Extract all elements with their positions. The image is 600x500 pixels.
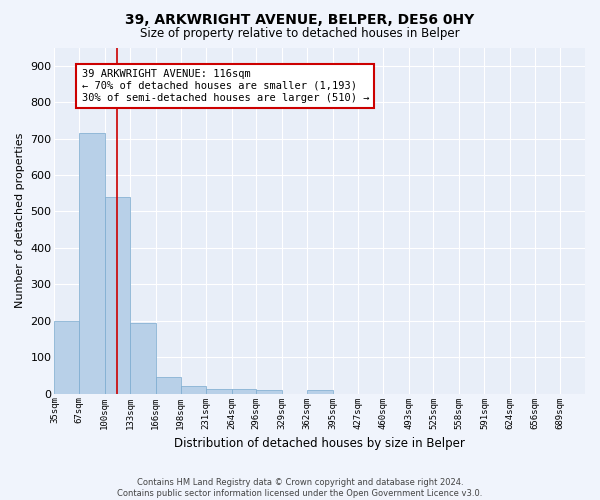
Text: 39 ARKWRIGHT AVENUE: 116sqm
← 70% of detached houses are smaller (1,193)
30% of : 39 ARKWRIGHT AVENUE: 116sqm ← 70% of det… (82, 70, 369, 102)
Bar (55, 321, 79, 394)
Bar (206, 388, 232, 394)
Bar (232, 389, 256, 394)
X-axis label: Distribution of detached houses by size in Belper: Distribution of detached houses by size … (174, 437, 465, 450)
Bar (79, 133, 105, 394)
Text: Contains HM Land Registry data © Crown copyright and database right 2024.
Contai: Contains HM Land Registry data © Crown c… (118, 478, 482, 498)
Bar (181, 386, 206, 394)
Bar (105, 197, 130, 394)
Text: Size of property relative to detached houses in Belper: Size of property relative to detached ho… (140, 28, 460, 40)
Bar (256, 390, 282, 394)
Y-axis label: Number of detached properties: Number of detached properties (15, 133, 25, 308)
Bar (156, 376, 181, 394)
Bar (307, 390, 333, 394)
Text: 39, ARKWRIGHT AVENUE, BELPER, DE56 0HY: 39, ARKWRIGHT AVENUE, BELPER, DE56 0HY (125, 12, 475, 26)
Bar (130, 324, 156, 394)
